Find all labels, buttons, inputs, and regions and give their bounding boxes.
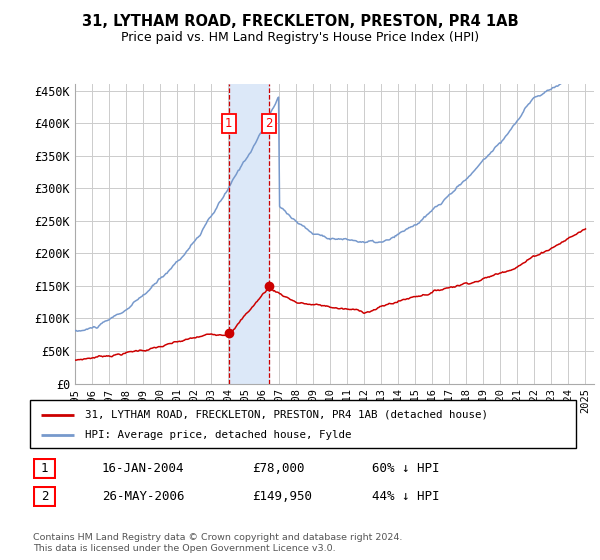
Text: 31, LYTHAM ROAD, FRECKLETON, PRESTON, PR4 1AB: 31, LYTHAM ROAD, FRECKLETON, PRESTON, PR…: [82, 14, 518, 29]
Text: Contains HM Land Registry data © Crown copyright and database right 2024.
This d: Contains HM Land Registry data © Crown c…: [33, 533, 403, 553]
Text: 2: 2: [265, 116, 272, 129]
Text: £78,000: £78,000: [252, 461, 305, 475]
Text: 31, LYTHAM ROAD, FRECKLETON, PRESTON, PR4 1AB (detached house): 31, LYTHAM ROAD, FRECKLETON, PRESTON, PR…: [85, 410, 488, 419]
Text: 1: 1: [225, 116, 233, 129]
Text: 2: 2: [41, 489, 48, 503]
Text: 16-JAN-2004: 16-JAN-2004: [102, 461, 185, 475]
Text: 60% ↓ HPI: 60% ↓ HPI: [372, 461, 439, 475]
Text: £149,950: £149,950: [252, 489, 312, 503]
Text: 26-MAY-2006: 26-MAY-2006: [102, 489, 185, 503]
Text: 44% ↓ HPI: 44% ↓ HPI: [372, 489, 439, 503]
Text: 1: 1: [41, 461, 48, 475]
Text: HPI: Average price, detached house, Fylde: HPI: Average price, detached house, Fyld…: [85, 430, 351, 440]
Text: Price paid vs. HM Land Registry's House Price Index (HPI): Price paid vs. HM Land Registry's House …: [121, 31, 479, 44]
Bar: [229, 84, 269, 384]
